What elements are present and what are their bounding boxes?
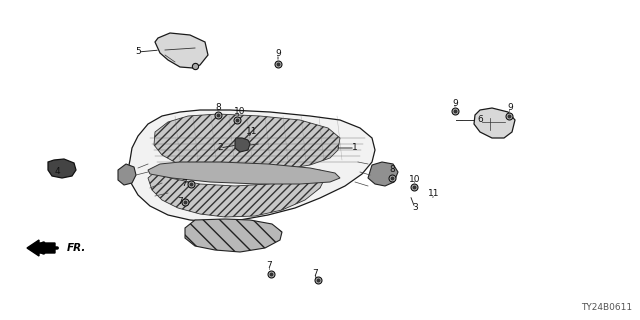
Polygon shape	[185, 219, 282, 252]
Text: 9: 9	[275, 50, 281, 59]
Polygon shape	[148, 162, 340, 184]
Text: 5: 5	[135, 47, 141, 57]
Text: 9: 9	[452, 99, 458, 108]
Text: 7: 7	[181, 179, 187, 188]
Polygon shape	[155, 33, 208, 68]
Polygon shape	[118, 164, 136, 185]
Text: 8: 8	[389, 165, 395, 174]
Text: 7: 7	[177, 196, 183, 205]
Text: 2: 2	[217, 143, 223, 153]
Text: 6: 6	[477, 116, 483, 124]
Text: 11: 11	[428, 189, 440, 198]
Text: 7: 7	[312, 268, 318, 277]
Polygon shape	[154, 114, 340, 172]
Text: 7: 7	[266, 261, 272, 270]
FancyArrow shape	[27, 240, 55, 256]
Text: 1: 1	[352, 143, 358, 153]
Polygon shape	[148, 170, 326, 217]
Text: TY24B0611: TY24B0611	[581, 303, 632, 312]
Text: FR.: FR.	[67, 243, 86, 253]
Text: 11: 11	[246, 127, 258, 137]
Polygon shape	[48, 159, 76, 178]
Text: 8: 8	[215, 102, 221, 111]
Polygon shape	[235, 138, 250, 152]
Text: 10: 10	[409, 174, 420, 183]
Polygon shape	[368, 162, 398, 186]
Text: 4: 4	[54, 166, 60, 175]
Text: 3: 3	[412, 204, 418, 212]
Text: 9: 9	[507, 103, 513, 113]
Text: 10: 10	[234, 108, 246, 116]
Polygon shape	[128, 110, 375, 222]
Polygon shape	[474, 108, 515, 138]
